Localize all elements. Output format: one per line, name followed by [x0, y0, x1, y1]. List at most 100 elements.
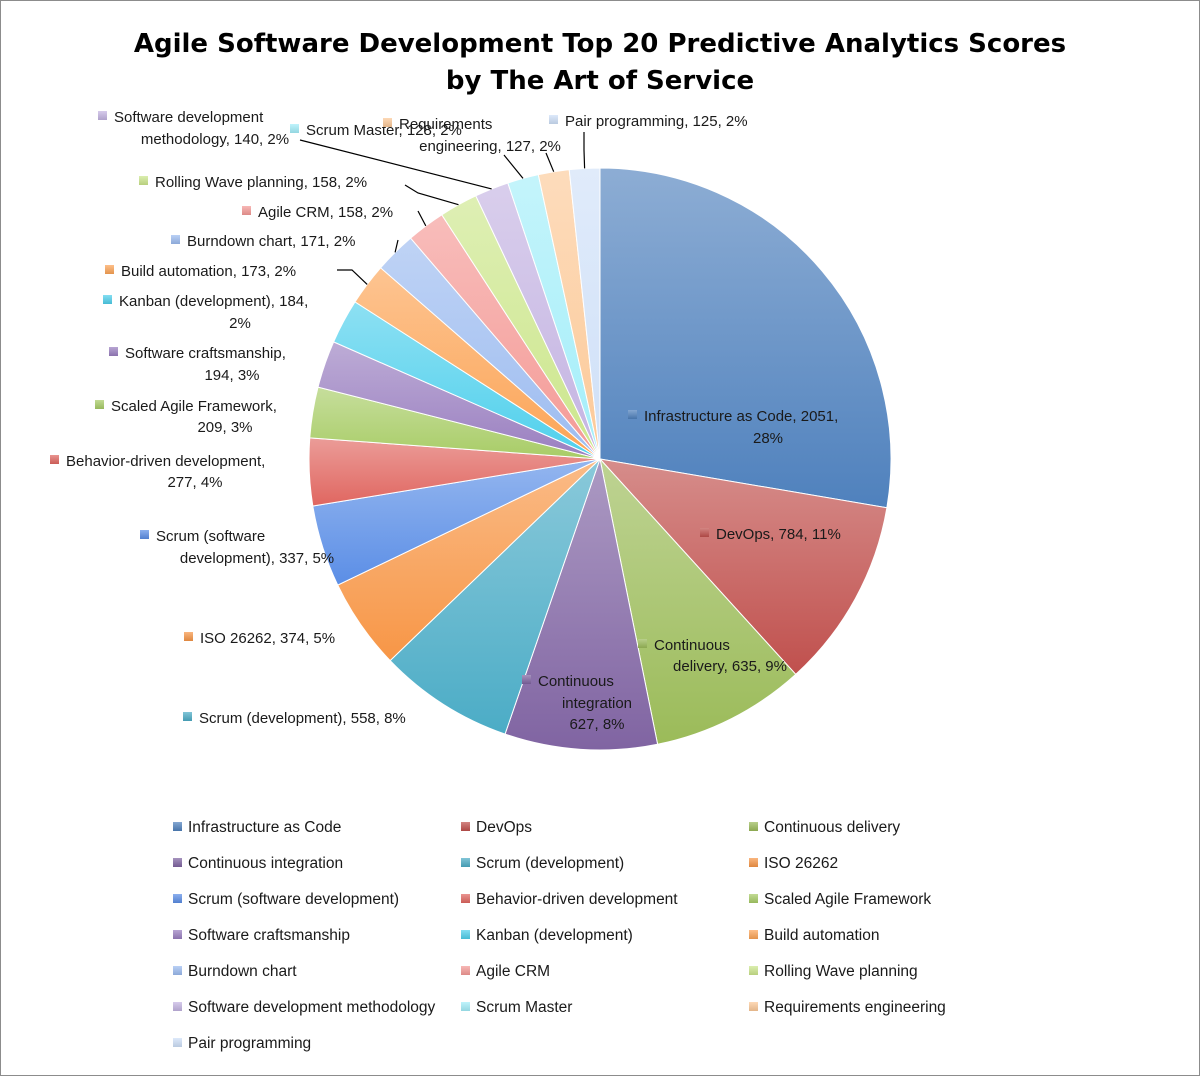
data-label-key-icon [50, 455, 59, 464]
leader-line-burndown-chart [394, 239, 399, 253]
svg-text:Requirements: Requirements [399, 116, 492, 133]
pie-slice-devops [598, 458, 888, 676]
leader-lines [299, 132, 586, 285]
legend-label: ISO 26262 [764, 855, 838, 872]
svg-text:Software development: Software development [114, 109, 264, 126]
svg-text:Burndown chart, 171, 2%: Burndown chart, 171, 2% [187, 233, 355, 250]
legend-swatch-icon [461, 822, 470, 831]
legend-label: Software development methodology [188, 999, 436, 1016]
data-label-key-icon [242, 206, 251, 215]
legend-swatch-icon [173, 822, 182, 831]
data-label-key-icon [140, 530, 149, 539]
svg-text:627, 8%: 627, 8% [569, 716, 624, 733]
data-labels: Infrastructure as Code, 2051, 28% DevOps, … [50, 109, 841, 733]
legend-swatch-icon [173, 858, 182, 867]
chart-title: Agile Software Development Top 20 Predic… [134, 29, 1066, 59]
svg-text:Kanban (development), 184,: Kanban (development), 184, [119, 293, 308, 310]
data-label-scrum-software-development: Scrum (software development), 337, 5% [140, 528, 334, 567]
svg-text:development), 337, 5%: development), 337, 5% [180, 550, 334, 567]
svg-text:Software craftsmanship,: Software craftsmanship, [125, 345, 286, 362]
legend-item-agile-crm: Agile CRM [461, 963, 550, 980]
legend-item-kanban-development: Kanban (development) [461, 927, 633, 944]
svg-text:277, 4%: 277, 4% [167, 474, 222, 491]
data-label-scaled-agile-framework: Scaled Agile Framework, 209, 3% [95, 398, 277, 436]
leader-line-requirements-engineering [545, 152, 555, 172]
legend-label: Requirements engineering [764, 999, 946, 1016]
legend-swatch-icon [749, 894, 758, 903]
legend-label: Pair programming [188, 1035, 311, 1052]
svg-text:194, 3%: 194, 3% [204, 367, 259, 384]
legend-item-scrum-software-development: Scrum (software development) [173, 891, 399, 908]
data-label-key-icon [95, 400, 104, 409]
data-label-key-icon [184, 632, 193, 641]
legend-item-iso-26262: ISO 26262 [749, 855, 838, 872]
svg-text:Agile CRM, 158, 2%: Agile CRM, 158, 2% [258, 204, 393, 221]
legend-item-requirements-engineering: Requirements engineering [749, 999, 946, 1016]
pie-slice-continuous-integration [504, 457, 659, 751]
svg-text:Pair programming, 125, 2%: Pair programming, 125, 2% [565, 113, 748, 130]
legend-item-pair-programming: Pair programming [173, 1035, 311, 1052]
legend-item-continuous-delivery: Continuous delivery [749, 819, 900, 836]
svg-text:Continuous: Continuous [654, 637, 730, 654]
legend-item-build-automation: Build automation [749, 927, 879, 944]
svg-text:Scrum Master, 128, 2%: Scrum Master, 128, 2% [306, 122, 462, 139]
legend-label: Behavior-driven development [476, 891, 678, 908]
svg-text:ISO 26262, 374, 5%: ISO 26262, 374, 5% [200, 630, 335, 647]
data-label-infrastructure-as-code: Infrastructure as Code, 2051, 28% [628, 408, 838, 447]
legend-label: Software craftsmanship [188, 927, 350, 944]
svg-text:Behavior-driven development,: Behavior-driven development, [66, 453, 265, 470]
pie-slice-pair-programming [568, 167, 601, 460]
legend-label: Rolling Wave planning [764, 963, 918, 980]
data-label-key-icon [522, 675, 531, 684]
data-label-key-icon [171, 235, 180, 244]
legend-item-continuous-integration: Continuous integration [173, 855, 343, 872]
data-label-requirements-engineering: Requirements engineering, 127, 2% [383, 116, 561, 155]
data-label-key-icon [628, 410, 637, 419]
data-label-key-icon [638, 639, 647, 648]
leader-line-rolling-wave-planning [404, 184, 459, 206]
data-label-key-icon [103, 295, 112, 304]
legend-item-rolling-wave-planning: Rolling Wave planning [749, 963, 918, 980]
data-label-key-icon [383, 118, 392, 127]
legend-swatch-icon [461, 1002, 470, 1011]
legend-item-software-craftsmanship: Software craftsmanship [173, 927, 350, 944]
data-label-software-development-methodology: Software development methodology, 140, 2% [98, 109, 289, 148]
pie-slice-scrum-development [389, 458, 601, 735]
svg-text:28%: 28% [753, 430, 783, 447]
legend-label: Continuous integration [188, 855, 343, 872]
leader-line-scrum-master [503, 154, 524, 179]
legend-item-scaled-agile-framework: Scaled Agile Framework [749, 891, 931, 908]
data-label-scrum-master: Scrum Master, 128, 2% [290, 122, 462, 139]
data-label-build-automation: Build automation, 173, 2% [105, 263, 296, 280]
legend-swatch-icon [461, 966, 470, 975]
data-label-key-icon [290, 124, 299, 133]
data-label-continuous-delivery: Continuous delivery, 635, 9% [638, 637, 787, 675]
legend-label: Burndown chart [188, 963, 297, 980]
legend-swatch-icon [173, 1002, 182, 1011]
legend-label: DevOps [476, 819, 532, 836]
legend-swatch-icon [749, 858, 758, 867]
legend-swatch-icon [461, 930, 470, 939]
legend-swatch-icon [749, 1002, 758, 1011]
pie-slices [308, 167, 892, 751]
data-label-kanban-development: Kanban (development), 184, 2% [103, 293, 308, 332]
leader-line-software-development-methodology [299, 139, 492, 190]
legend-label: Build automation [764, 927, 879, 944]
data-label-rolling-wave-planning: Rolling Wave planning, 158, 2% [139, 174, 367, 191]
legend-swatch-icon [461, 894, 470, 903]
legend-label: Agile CRM [476, 963, 550, 980]
data-label-pair-programming: Pair programming, 125, 2% [549, 113, 748, 130]
svg-text:209, 3%: 209, 3% [197, 419, 252, 436]
legend-label: Infrastructure as Code [188, 819, 341, 836]
svg-text:Build automation, 173, 2%: Build automation, 173, 2% [121, 263, 296, 280]
legend-label: Scrum (software development) [188, 891, 399, 908]
svg-text:Infrastructure as Code, 2051,: Infrastructure as Code, 2051, [644, 408, 838, 425]
legend-label: Scaled Agile Framework [764, 891, 931, 908]
svg-text:Scaled Agile Framework,: Scaled Agile Framework, [111, 398, 277, 415]
legend-swatch-icon [461, 858, 470, 867]
legend-swatch-icon [173, 1038, 182, 1047]
data-label-agile-crm: Agile CRM, 158, 2% [242, 204, 393, 221]
legend-item-behavior-driven-development: Behavior-driven development [461, 891, 678, 908]
data-label-iso-26262: ISO 26262, 374, 5% [184, 630, 335, 647]
